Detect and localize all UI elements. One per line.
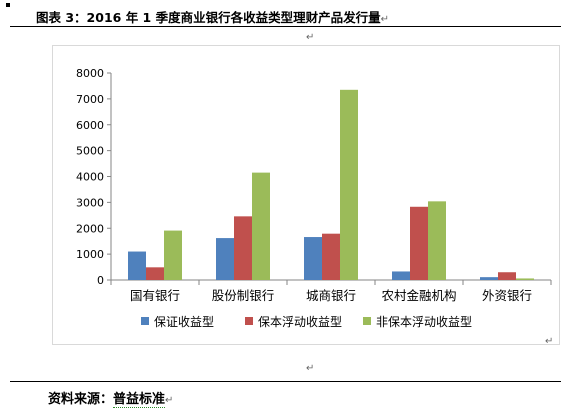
- bar: [516, 278, 534, 280]
- chart-frame: 0 1000 2000 3000 4000 5000 6000 7000 8000 国有银行 股份制…: [52, 45, 560, 345]
- bar: [216, 238, 234, 280]
- source-note: 资料来源：普益标准↵: [48, 388, 174, 408]
- source-value: 普益标准: [113, 392, 166, 408]
- y-tick-label: 6000: [76, 119, 104, 132]
- return-mark-bottom: ↵: [306, 363, 315, 374]
- y-tick-label: 0: [97, 274, 104, 287]
- y-tick-label: 7000: [76, 93, 104, 106]
- x-category-label: 国有银行: [130, 288, 180, 303]
- bar: [322, 233, 340, 280]
- return-mark-chart: ↵: [545, 336, 554, 347]
- bar: [234, 216, 252, 280]
- bar: [480, 277, 498, 280]
- bar: [498, 272, 516, 280]
- bar: [146, 267, 164, 280]
- source-label: 资料来源：: [48, 392, 114, 407]
- x-category-label: 外资银行: [482, 288, 532, 303]
- bar: [340, 89, 358, 280]
- figure-title-text: 图表 3：2016 年 1 季度商业银行各收益类型理财产品发行量: [36, 10, 381, 25]
- bar: [164, 230, 182, 280]
- legend-swatch: [363, 317, 371, 325]
- return-mark-title: ↵: [380, 14, 389, 25]
- paragraph-mark-square: [6, 3, 10, 7]
- bar-chart: 0 1000 2000 3000 4000 5000 6000 7000 8000 国有银行 股份制…: [76, 67, 552, 329]
- legend-label: 非保本浮动收益型: [376, 315, 472, 329]
- bottom-rule: [10, 381, 561, 382]
- bar: [392, 271, 410, 280]
- legend-label: 保证收益型: [154, 315, 214, 329]
- x-category-label: 城商银行: [306, 288, 356, 303]
- y-tick-label: 2000: [76, 222, 104, 235]
- y-tick-label: 1000: [76, 248, 104, 261]
- y-tick-label: 5000: [76, 145, 104, 158]
- y-tick-label: 8000: [76, 67, 104, 80]
- legend-swatch: [245, 317, 253, 325]
- bar: [428, 201, 446, 280]
- top-rule: [10, 26, 561, 27]
- return-mark-source: ↵: [165, 395, 174, 406]
- bar: [304, 237, 322, 280]
- legend-label: 保本浮动收益型: [258, 315, 342, 329]
- bar: [410, 206, 428, 280]
- x-category-label: 股份制银行: [212, 288, 275, 303]
- bar: [128, 251, 146, 280]
- y-tick-label: 3000: [76, 196, 104, 209]
- y-tick-label: 4000: [76, 171, 104, 184]
- return-mark-top: ↵: [306, 32, 315, 43]
- legend-swatch: [141, 317, 149, 325]
- bar: [252, 172, 270, 280]
- x-category-label: 农村金融机构: [381, 288, 456, 303]
- figure-title: 图表 3：2016 年 1 季度商业银行各收益类型理财产品发行量↵: [36, 7, 389, 26]
